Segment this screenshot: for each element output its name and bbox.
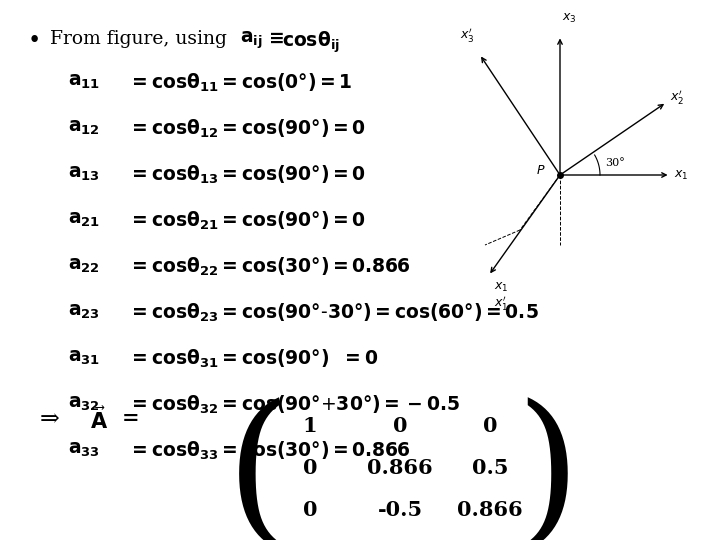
Text: $x_1$: $x_1$ xyxy=(673,168,688,181)
Text: =: = xyxy=(122,408,140,428)
Text: $x_1'$: $x_1'$ xyxy=(493,294,508,312)
Text: (: ( xyxy=(225,398,290,540)
Text: 30°: 30° xyxy=(605,158,625,168)
Text: 0: 0 xyxy=(482,416,498,436)
Text: 0: 0 xyxy=(302,458,318,478)
Text: 0.866: 0.866 xyxy=(457,500,523,520)
Text: $\mathbf{= cos\theta_{21} = cos(90°) = 0}$: $\mathbf{= cos\theta_{21} = cos(90°) = 0… xyxy=(128,210,366,232)
Text: $P$: $P$ xyxy=(536,165,546,178)
Text: $\mathbf{= cos\theta_{33} = cos(30°) = 0.866}$: $\mathbf{= cos\theta_{33} = cos(30°) = 0… xyxy=(128,440,411,462)
Text: From figure, using: From figure, using xyxy=(50,30,233,48)
Text: $\mathbf{a_{11}}$: $\mathbf{a_{11}}$ xyxy=(68,72,100,91)
Text: $\mathbf{a_{13}}$: $\mathbf{a_{13}}$ xyxy=(68,164,100,183)
Text: $x_1$: $x_1$ xyxy=(493,281,508,294)
Text: -0.5: -0.5 xyxy=(377,500,423,520)
Text: $\mathbf{a_{31}}$: $\mathbf{a_{31}}$ xyxy=(68,348,100,367)
Text: $x_2'$: $x_2'$ xyxy=(670,88,684,106)
Text: $\mathbf{a_{22}}$: $\mathbf{a_{22}}$ xyxy=(68,256,100,275)
Text: $\mathbf{a_{ij}}$: $\mathbf{a_{ij}}$ xyxy=(240,30,263,51)
Text: $\mathbf{= cos\theta_{12} = cos(90°) = 0}$: $\mathbf{= cos\theta_{12} = cos(90°) = 0… xyxy=(128,118,366,140)
Text: •: • xyxy=(28,30,41,52)
Text: $\mathbf{= cos\theta_{22} = cos(30°) = 0.866}$: $\mathbf{= cos\theta_{22} = cos(30°) = 0… xyxy=(128,256,411,278)
Text: 0: 0 xyxy=(302,500,318,520)
Text: 0.866: 0.866 xyxy=(367,458,433,478)
Text: ): ) xyxy=(516,398,580,540)
Text: $\mathbf{a_{32}}$: $\mathbf{a_{32}}$ xyxy=(68,394,100,413)
Text: 1: 1 xyxy=(302,416,318,436)
Text: $\mathbf{\equiv}$: $\mathbf{\equiv}$ xyxy=(265,30,284,48)
Text: $\mathbf{cos\theta_{ij}}$: $\mathbf{cos\theta_{ij}}$ xyxy=(282,30,340,56)
Text: $\mathbf{= cos\theta_{11} = cos(0°) =1}$: $\mathbf{= cos\theta_{11} = cos(0°) =1}$ xyxy=(128,72,352,94)
Text: $\mathbf{= cos\theta_{23} = cos(90°\text{-}30°) = cos(60°) = 0.5}$: $\mathbf{= cos\theta_{23} = cos(90°\text… xyxy=(128,302,539,325)
Text: $\mathbf{= cos\theta_{31} = cos(90°)\ \ = 0}$: $\mathbf{= cos\theta_{31} = cos(90°)\ \ … xyxy=(128,348,378,370)
Text: $\mathbf{= cos\theta_{32} = cos(90°\text{+}30°) = -0.5}$: $\mathbf{= cos\theta_{32} = cos(90°\text… xyxy=(128,394,460,416)
Text: 0: 0 xyxy=(392,416,408,436)
Text: $x_3'$: $x_3'$ xyxy=(460,26,474,44)
Text: $x_3$: $x_3$ xyxy=(562,12,577,25)
Text: $\mathbf{= cos\theta_{13} = cos(90°) = 0}$: $\mathbf{= cos\theta_{13} = cos(90°) = 0… xyxy=(128,164,366,186)
Text: ⇒: ⇒ xyxy=(40,408,60,431)
Text: $\vec{\mathbf{A}}$: $\vec{\mathbf{A}}$ xyxy=(90,406,108,433)
Text: $\mathbf{a_{12}}$: $\mathbf{a_{12}}$ xyxy=(68,118,100,137)
Text: 0.5: 0.5 xyxy=(472,458,508,478)
Text: $\mathbf{a_{21}}$: $\mathbf{a_{21}}$ xyxy=(68,210,100,229)
Text: $\mathbf{a_{23}}$: $\mathbf{a_{23}}$ xyxy=(68,302,100,321)
Text: $\mathbf{a_{33}}$: $\mathbf{a_{33}}$ xyxy=(68,440,100,459)
